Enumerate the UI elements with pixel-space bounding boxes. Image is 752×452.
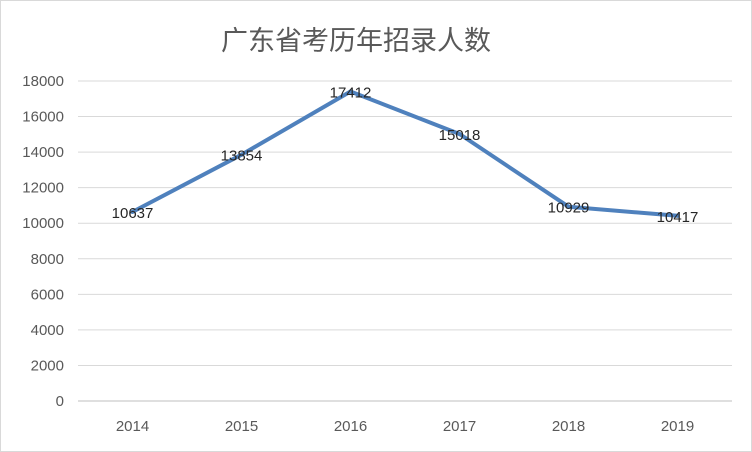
data-label: 10637 xyxy=(112,205,154,222)
data-point xyxy=(348,89,353,94)
y-tick-label: 12000 xyxy=(22,180,64,197)
data-point xyxy=(239,152,244,157)
y-tick-label: 14000 xyxy=(22,144,64,161)
data-label: 15018 xyxy=(439,127,481,144)
y-tick-label: 16000 xyxy=(22,109,64,126)
series-line xyxy=(130,89,680,218)
x-tick-label: 2016 xyxy=(334,418,367,435)
y-tick-label: 2000 xyxy=(31,357,64,374)
y-tick-label: 0 xyxy=(56,393,64,410)
data-label: 13854 xyxy=(221,148,263,165)
data-point xyxy=(566,204,571,209)
data-label: 10417 xyxy=(657,209,699,226)
x-tick-label: 2014 xyxy=(116,418,149,435)
data-point xyxy=(675,213,680,218)
data-label: 17412 xyxy=(330,84,372,101)
x-tick-label: 2018 xyxy=(552,418,585,435)
y-tick-label: 8000 xyxy=(31,251,64,268)
data-point xyxy=(457,132,462,137)
chart-title: 广东省考历年招录人数 xyxy=(221,26,491,57)
y-tick-label: 4000 xyxy=(31,322,64,339)
y-tick-label: 18000 xyxy=(22,73,64,90)
data-label: 10929 xyxy=(548,200,590,217)
data-point xyxy=(130,209,135,214)
y-tick-label: 6000 xyxy=(31,286,64,303)
x-tick-label: 2017 xyxy=(443,418,476,435)
x-tick-label: 2015 xyxy=(225,418,258,435)
y-tick-label: 10000 xyxy=(22,215,64,232)
x-tick-label: 2019 xyxy=(661,418,694,435)
